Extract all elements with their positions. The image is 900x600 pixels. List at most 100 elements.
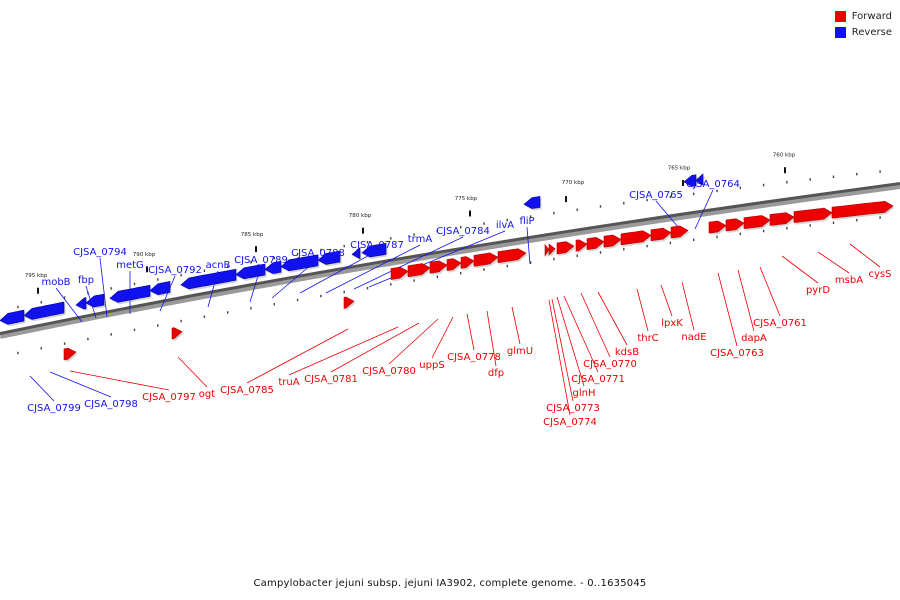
strand-legend: Forward Reverse [834, 8, 892, 40]
gene-arrow-cjsa_0771[interactable] [575, 239, 588, 252]
gene-arrow-trua[interactable] [390, 266, 409, 280]
gene-label-mobb[interactable]: mobB [41, 277, 70, 288]
gene-label-cjsa_0763[interactable]: CJSA_0763 [710, 348, 764, 359]
gene-arrow-cjsa_0798[interactable] [0, 309, 25, 325]
gene-label-cjsa_0788[interactable]: CJSA_0788 [291, 248, 345, 259]
gene-arrow-cjsa_0785[interactable] [343, 296, 355, 309]
gene-arrow-cjsa_0781[interactable] [407, 263, 431, 278]
gene-label-kdsb[interactable]: kdsB [615, 347, 639, 358]
gene-arrow-mobb[interactable] [75, 297, 87, 310]
gene-label-glmu[interactable]: glmU [507, 346, 533, 357]
leader-line [330, 322, 420, 373]
leader-line [759, 266, 781, 317]
gene-arrow-msba[interactable] [793, 207, 833, 223]
tick-label: 790 kbp [133, 252, 156, 258]
gene-label-cjsa_0774[interactable]: CJSA_0774 [543, 417, 597, 428]
gene-label-dfp[interactable]: dfp [488, 368, 504, 379]
gene-arrow-cjsa_0770[interactable] [586, 236, 605, 250]
gene-label-flip[interactable]: fliP [519, 216, 534, 227]
gene-label-acnb[interactable]: acnB [206, 260, 231, 271]
gene-label-pyrd[interactable]: pyrD [806, 285, 830, 296]
gene-label-cjsa_0785[interactable]: CJSA_0785 [220, 385, 274, 396]
gene-label-cjsa_0761[interactable]: CJSA_0761 [753, 318, 807, 329]
gene-arrow-glnh[interactable] [556, 241, 575, 255]
gene-arrow-cjsa_0773[interactable] [548, 243, 556, 256]
leader-line [511, 306, 521, 345]
gene-arrow-cjsa_0778[interactable] [460, 256, 475, 269]
gene-arrow-kdsb[interactable] [603, 234, 622, 248]
gene-arrow-dapa[interactable] [725, 218, 745, 232]
leader-line [548, 299, 571, 416]
gene-arrow-ogt[interactable] [171, 327, 183, 340]
gene-label-cjsa_0792[interactable]: CJSA_0792 [148, 265, 202, 276]
gene-arrow-metg[interactable] [149, 281, 171, 296]
gene-label-trua[interactable]: truA [278, 377, 299, 388]
gene-label-cjsa_0799[interactable]: CJSA_0799 [27, 403, 81, 414]
gene-label-cjsa_0770[interactable]: CJSA_0770 [583, 359, 637, 370]
leader-line [29, 375, 55, 402]
gene-label-lpxk[interactable]: lpxK [661, 318, 683, 329]
gene-arrow-ilva[interactable] [523, 196, 541, 209]
gene-label-cjsa_0764[interactable]: CJSA_0764 [686, 179, 740, 190]
gene-label-cjsa_0789[interactable]: CJSA_0789 [234, 255, 288, 266]
gene-arrow-fbp[interactable] [85, 293, 105, 308]
gene-label-ilva[interactable]: ilvA [496, 220, 514, 231]
gene-arrow-cjsa_0797[interactable] [63, 347, 77, 361]
gene-label-trma[interactable]: trmA [408, 234, 433, 245]
gene-label-cjsa_0794[interactable]: CJSA_0794 [73, 247, 127, 258]
gene-label-cjsa_0797[interactable]: CJSA_0797 [142, 392, 196, 403]
gene-label-cjsa_0784[interactable]: CJSA_0784 [436, 226, 490, 237]
gene-arrow-cjsa_0787[interactable] [317, 250, 341, 265]
legend-forward-label: Forward [851, 10, 892, 22]
leader-line [486, 310, 497, 367]
gene-arrow-cjsa_0780[interactable] [429, 260, 448, 274]
gene-arrow-cjsa_0761[interactable] [743, 215, 771, 230]
genome-backbone [0, 182, 900, 339]
leader-line [246, 328, 349, 384]
leader-line [466, 313, 475, 351]
gene-arrow-nade[interactable] [670, 225, 689, 239]
gene-arrow-cjsa_0784[interactable] [361, 243, 387, 258]
gene-arrow-trma[interactable] [351, 247, 361, 260]
gene-arrow-dfp[interactable] [473, 252, 499, 267]
leader-line [556, 296, 585, 387]
gene-label-cjsa_0787[interactable]: CJSA_0787 [350, 240, 404, 251]
gene-arrow-cjsa_0799[interactable] [23, 301, 65, 320]
gene-arrow-cjsa_0764[interactable] [695, 173, 704, 186]
gene-label-cyss[interactable]: cysS [869, 269, 892, 280]
legend-reverse-label: Reverse [851, 26, 892, 38]
gene-arrow-cjsa_0774[interactable] [544, 243, 550, 257]
gene-label-cjsa_0781[interactable]: CJSA_0781 [304, 374, 358, 385]
gene-arrow-thrc[interactable] [620, 230, 652, 246]
gene-arrow-upps[interactable] [446, 258, 462, 271]
gene-arrow-cjsa_0763[interactable] [708, 220, 727, 234]
gene-label-cjsa_0780[interactable]: CJSA_0780 [362, 366, 416, 377]
gene-arrow-lpxk[interactable] [650, 227, 672, 242]
gene-label-dapa[interactable]: dapA [741, 333, 767, 344]
gene-label-msba[interactable]: msbA [835, 275, 863, 286]
gene-features [0, 173, 895, 362]
gene-label-nade[interactable]: nadE [681, 332, 706, 343]
gene-arrow-pyrd[interactable] [769, 212, 795, 226]
leader-line [353, 236, 464, 290]
tick-label: 765 kbp [668, 166, 691, 172]
gene-label-cjsa_0765[interactable]: CJSA_0765 [629, 190, 683, 201]
gene-label-cjsa_0798[interactable]: CJSA_0798 [84, 399, 138, 410]
gene-label-upps[interactable]: uppS [419, 360, 444, 371]
leader-line [849, 243, 881, 268]
gene-label-metg[interactable]: metG [116, 260, 144, 271]
gene-arrow-glmu[interactable] [497, 248, 527, 264]
gene-label-thrc[interactable]: thrC [637, 333, 658, 344]
gene-label-cjsa_0773[interactable]: CJSA_0773 [546, 403, 600, 414]
gene-label-cjsa_0778[interactable]: CJSA_0778 [447, 352, 501, 363]
gene-arrow-cyss[interactable] [831, 200, 894, 219]
leader-line [99, 257, 108, 318]
leader-line [681, 281, 695, 331]
leader-line [159, 275, 176, 312]
gene-label-cjsa_0771[interactable]: CJSA_0771 [571, 374, 625, 385]
leader-line [55, 287, 83, 323]
gene-label-ogt[interactable]: ogt [199, 389, 215, 400]
gene-label-fbp[interactable]: fbp [78, 275, 94, 286]
gene-label-glnh[interactable]: glnH [573, 388, 596, 399]
forward-swatch [834, 10, 846, 22]
